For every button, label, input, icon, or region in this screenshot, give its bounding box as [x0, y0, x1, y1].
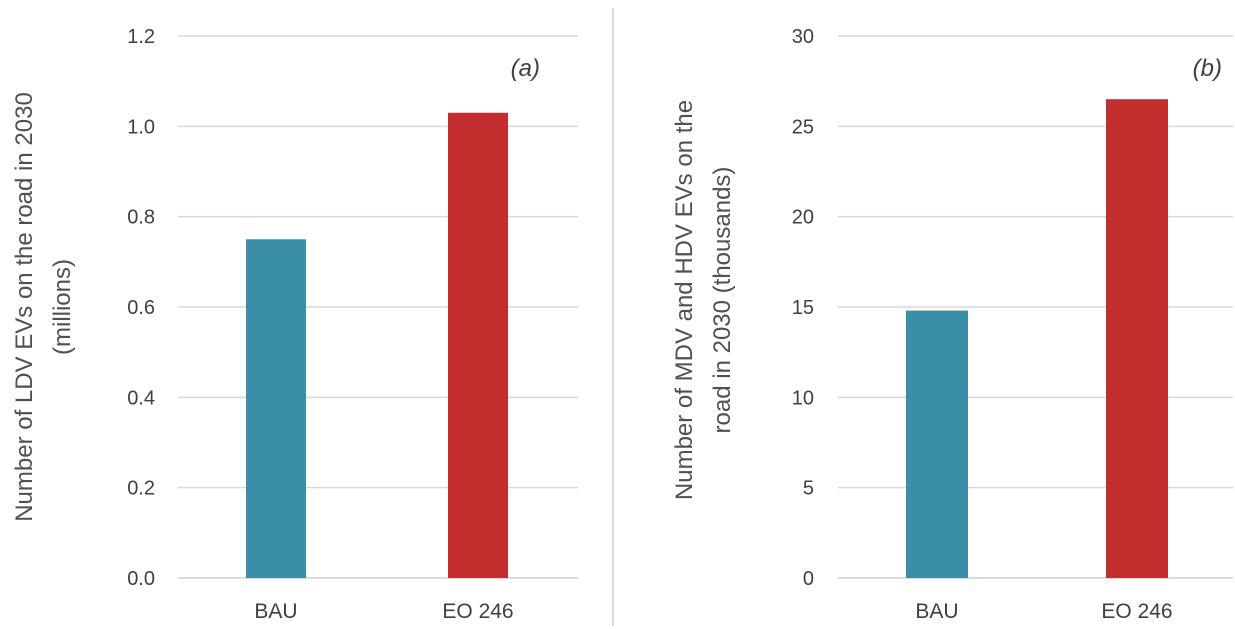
y-axis-title: road in 2030 (thousands)	[709, 167, 736, 434]
y-tick-label: 0.4	[127, 387, 155, 409]
panel-tag: (a)	[511, 55, 540, 82]
x-tick-label: BAU	[915, 600, 958, 623]
y-axis-title: (millions)	[49, 259, 76, 355]
y-tick-label: 20	[792, 207, 814, 229]
y-tick-label: 0.8	[127, 207, 155, 229]
y-tick-label: 0.0	[127, 568, 155, 590]
bar-bau	[906, 310, 968, 578]
y-tick-label: 0.6	[127, 297, 155, 319]
chart-panel-b: 0 5 10 15 20 25 30 BAU EO 246 (b) Number of MDV an…	[671, 26, 1233, 623]
x-tick-label: EO 246	[1101, 600, 1172, 623]
y-tick-label: 30	[792, 26, 814, 48]
bar-bau	[246, 239, 306, 578]
bar-eo-246	[448, 112, 508, 579]
y-tick-label: 25	[792, 116, 814, 138]
x-tick-label: BAU	[254, 600, 297, 623]
y-tick-label: 1.2	[127, 26, 155, 48]
y-tick-label: 1.0	[127, 116, 155, 138]
y-tick-label: 5	[803, 478, 814, 500]
y-axis-title: Number of LDV EVs on the road in 2030	[11, 92, 38, 522]
bar-eo-246	[1106, 99, 1168, 578]
y-tick-label: 15	[792, 297, 814, 319]
chart-panel-a: 0.0 0.2 0.4 0.6 0.8 1.0 1.2 BAU EO 246 (a) Number …	[11, 26, 578, 623]
panel-tag: (b)	[1193, 55, 1222, 82]
x-tick-label: EO 246	[442, 600, 513, 623]
y-tick-label: 0	[803, 568, 814, 590]
y-tick-label: 10	[792, 387, 814, 409]
y-axis-title: Number of MDV and HDV EVs on the	[671, 100, 698, 500]
y-tick-label: 0.2	[127, 478, 155, 500]
